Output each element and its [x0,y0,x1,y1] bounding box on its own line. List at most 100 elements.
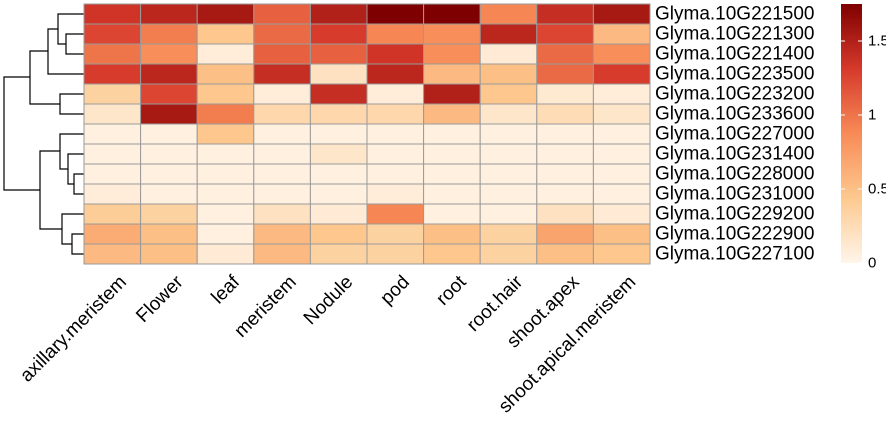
heatmap-cell [592,243,651,265]
heatmap-cell [423,163,481,185]
row-label: Glyma.10G221400 [655,44,815,65]
row-label: Glyma.10G227000 [655,124,815,145]
heatmap-cell [253,3,311,25]
heatmap-cell [592,23,651,45]
heatmap-cell [479,23,538,45]
heatmap-cell [366,3,425,25]
row-label: Glyma.10G221300 [655,24,815,45]
heatmap-cell [423,123,481,145]
heatmap-cell [253,163,311,185]
heatmap-cell [253,43,311,65]
row-label: Glyma.10G227100 [655,244,815,265]
heatmap-cell [366,43,425,65]
heatmap-cell [196,83,255,105]
heatmap-cell [196,223,255,245]
heatmap-cell [140,223,198,245]
heatmap-cell [253,223,311,245]
heatmap-cell [423,63,481,85]
heatmap-cell [140,63,198,85]
heatmap-cell [366,123,425,145]
heatmap-cell [592,203,651,225]
colorbar-tick-label: 1 [868,107,876,124]
heatmap-cell [83,223,142,245]
heatmap-cell [140,83,198,105]
heatmap-cell [536,83,594,105]
heatmap-cell [309,203,368,225]
heatmap-cell [83,183,142,205]
colorbar-tick-label: 0.5 [868,181,886,198]
heatmap-cell [253,63,311,85]
heatmap-cell [592,223,651,245]
heatmap-cell [536,223,594,245]
heatmap-cell [196,103,255,125]
row-label: Glyma.10G222900 [655,224,815,245]
heatmap-cell [140,23,198,45]
heatmap-cell [423,3,481,25]
heatmap-cell [536,123,594,145]
heatmap-cell [479,43,538,65]
heatmap-cell [423,243,481,265]
heatmap-cell [592,183,651,205]
dendrogram-branch [59,133,84,170]
heatmap-cell [196,63,255,85]
row-labels: Glyma.10G221500Glyma.10G221300Glyma.10G2… [655,4,815,265]
dendrogram-branch [71,233,84,255]
heatmap-cell [366,203,425,225]
column-label: leaf [208,271,245,308]
heatmap-cell [423,43,481,65]
heatmap-cell [140,3,198,25]
heatmap-cell [366,143,425,165]
heatmap-cell [253,243,311,265]
heatmap-cell [309,43,368,65]
heatmap-cell [423,143,481,165]
heatmap-cell [536,43,594,65]
heatmap-cell [536,23,594,45]
heatmap-cell [83,3,142,25]
heatmap-cell [479,203,538,225]
heatmap-cell [423,203,481,225]
heatmap-cell [423,223,481,245]
heatmap-cell [253,183,311,205]
heatmap-cell [592,43,651,65]
heatmap-cell [309,103,368,125]
heatmap-cell [196,143,255,165]
heatmap-cell [536,63,594,85]
heatmap-cell [423,23,481,45]
heatmap-cell [196,203,255,225]
heatmap-cell [309,143,368,165]
colorbar-tick-label: 0 [868,255,876,272]
heatmap-cell [196,3,255,25]
heatmap-cell [140,243,198,265]
heatmap-cell [309,63,368,85]
heatmap-cell [309,223,368,245]
heatmap-cell [479,223,538,245]
heatmap-cell [536,203,594,225]
heatmap-cell [479,163,538,185]
heatmap-cell [479,143,538,165]
row-label: Glyma.10G231400 [655,144,815,165]
column-label: Nodule [300,272,357,329]
heatmap-cell [253,143,311,165]
heatmap-cell [140,163,198,185]
heatmap-cell [592,143,651,165]
heatmap-cell [83,43,142,65]
heatmap-cell [366,23,425,45]
row-label: Glyma.10G223200 [655,84,815,105]
color-legend: 0 0.5 1 1.5 [841,4,886,272]
row-label: Glyma.10G223500 [655,64,815,85]
heatmap-cell [309,243,368,265]
heatmap-cell [83,23,142,45]
heatmap-cell [366,183,425,205]
heatmap-cell [592,83,651,105]
heatmap-cell [196,43,255,65]
row-label: Glyma.10G229200 [655,204,815,225]
heatmap-cell [83,103,142,125]
heatmap-cells [83,3,651,265]
dendrogram-branch [65,33,84,55]
heatmap-cell [423,103,481,125]
heatmap-cell [366,163,425,185]
heatmap-cell [140,123,198,145]
colorbar-tick-label: 1.5 [868,33,886,50]
